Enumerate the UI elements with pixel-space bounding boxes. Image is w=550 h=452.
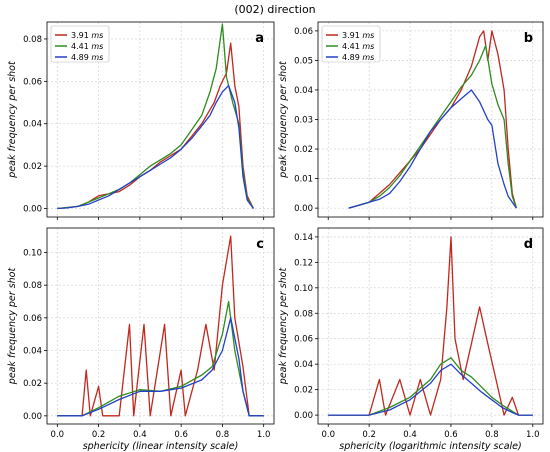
y-tick-label: 0.00 — [294, 411, 313, 421]
y-axis-label: peak frequency per shot — [7, 60, 18, 179]
legend: 3.91 ms 4.41 ms 4.89 ms — [321, 25, 381, 63]
y-tick-label: 0.06 — [23, 314, 42, 324]
plot-frame — [317, 227, 544, 425]
y-axis-label: peak frequency per shot — [278, 60, 289, 179]
x-tick-label: 0.0 — [51, 430, 65, 440]
panel-b: 0.00 0.01 0.02 0.03 0.04 0.05 0.06 peak frequen… — [278, 21, 544, 220]
y-tick-label: 0.04 — [23, 347, 42, 357]
series-line-2 — [57, 300, 264, 417]
y-tick-label: 0.08 — [23, 281, 42, 291]
series-line-1 — [348, 30, 518, 209]
y-tick-label: 0.08 — [294, 309, 313, 319]
y-tick-label: 0.03 — [294, 116, 313, 126]
series-line-1 — [57, 42, 254, 210]
y-tick-label: 0.04 — [294, 86, 313, 96]
panel-letter: a — [255, 31, 264, 46]
y-tick-label: 0.10 — [294, 284, 313, 294]
y-tick-label: 0.00 — [294, 204, 313, 214]
x-tick-label: 0.4 — [403, 430, 417, 440]
x-tick-label: 0.8 — [485, 430, 499, 440]
plot-frame — [46, 227, 275, 425]
series-line-3 — [348, 89, 517, 209]
y-tick-label: 0.02 — [23, 162, 42, 172]
panel-letter: d — [524, 237, 533, 252]
plot-frame — [46, 21, 275, 218]
x-axis-label: sphericity (linear intensity scale) — [83, 441, 239, 452]
y-axis-label: peak frequency per shot — [7, 267, 18, 386]
panel-letter: b — [524, 31, 533, 46]
series-line-2 — [348, 44, 518, 209]
legend-unit: ms — [362, 31, 374, 40]
x-tick-label: 0.4 — [133, 430, 147, 440]
series-line-1 — [57, 235, 264, 417]
panel-c: 0.00 0.02 0.04 0.06 0.08 0.10 0.0 0.2 0.4 0.6 0.8 1… — [7, 227, 275, 452]
y-tick-label: 0.12 — [294, 258, 313, 268]
y-tick-label: 0.02 — [294, 145, 313, 155]
x-tick-label: 0.2 — [362, 430, 376, 440]
legend-entry: 4.41 ms — [71, 42, 103, 51]
panel-d: 0.00 0.02 0.04 0.06 0.08 0.10 0.12 0.14 0.0 0.2 0.… — [278, 227, 544, 452]
legend-unit: ms — [91, 53, 103, 62]
legend-entry: 4.41 ms — [342, 42, 374, 51]
x-axis-label: sphericity (logarithmic intensity scale) — [339, 441, 521, 452]
y-tick-label: 0.06 — [23, 77, 42, 87]
panel-letter: c — [256, 237, 264, 252]
legend-unit: ms — [91, 31, 103, 40]
series-line-1 — [328, 236, 533, 416]
figure-title: (002) direction — [234, 3, 316, 16]
series-line-3 — [57, 317, 264, 417]
y-tick-label: 0.01 — [294, 175, 313, 185]
x-tick-label: 0.6 — [174, 430, 188, 440]
series-line-3 — [57, 84, 254, 210]
legend-unit: ms — [362, 53, 374, 62]
y-tick-label: 0.10 — [23, 249, 42, 259]
y-axis-label: peak frequency per shot — [278, 267, 289, 386]
y-tick-label: 0.02 — [23, 379, 42, 389]
y-tick-label: 0.04 — [23, 120, 42, 130]
legend-entry: 4.89 ms — [342, 53, 374, 62]
y-tick-label: 0.06 — [294, 335, 313, 345]
x-tick-label: 1.0 — [526, 430, 540, 440]
legend-entry: 3.91 ms — [71, 31, 103, 40]
legend-entry: 3.91 ms — [342, 31, 374, 40]
y-tick-label: 0.14 — [294, 233, 313, 243]
x-tick-label: 1.0 — [257, 430, 271, 440]
y-tick-label: 0.00 — [23, 412, 42, 422]
y-tick-label: 0.08 — [23, 35, 42, 45]
y-tick-label: 0.00 — [23, 205, 42, 215]
y-tick-label: 0.04 — [294, 360, 313, 370]
y-tick-label: 0.06 — [294, 27, 313, 37]
legend-entry: 4.89 ms — [71, 53, 103, 62]
x-tick-label: 0.8 — [216, 430, 230, 440]
x-tick-label: 0.6 — [444, 430, 458, 440]
legend-unit: ms — [91, 42, 103, 51]
x-tick-label: 0.2 — [92, 430, 106, 440]
series-line-3 — [328, 363, 533, 416]
x-tick-label: 0.0 — [321, 430, 335, 440]
legend: 3.91 ms 4.41 ms 4.89 ms — [50, 25, 110, 63]
series-line-2 — [57, 23, 254, 210]
y-tick-label: 0.02 — [294, 386, 313, 396]
series-line-2 — [328, 357, 533, 416]
legend-unit: ms — [362, 42, 374, 51]
y-tick-label: 0.05 — [294, 56, 313, 66]
panel-a: 0.00 0.02 0.04 0.06 0.08 peak frequency per s… — [7, 21, 275, 220]
